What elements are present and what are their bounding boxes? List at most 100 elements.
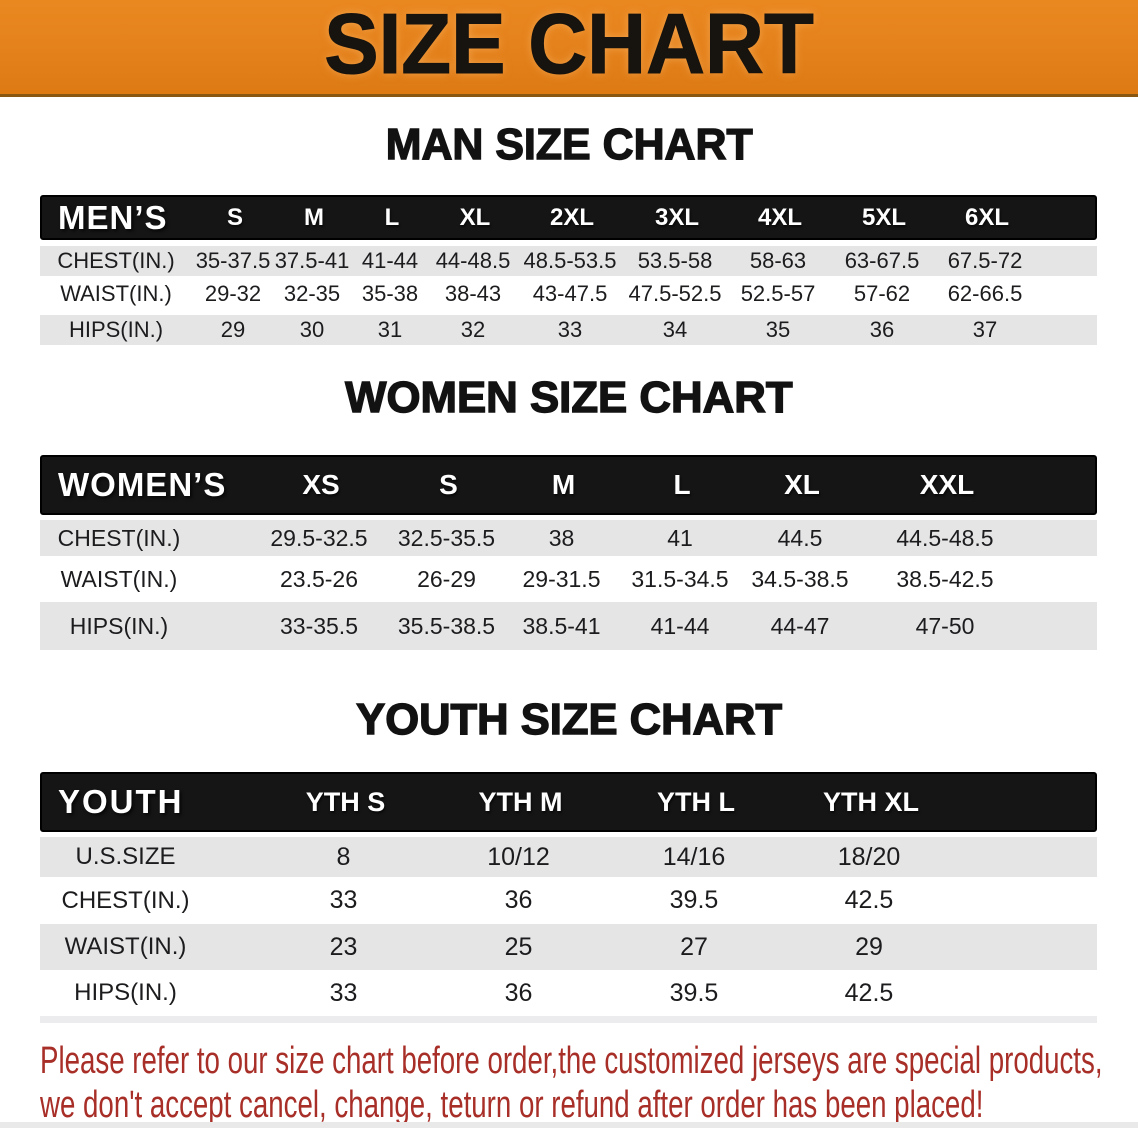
- women-column-header: S: [439, 469, 458, 500]
- women-table-cell: 38: [548, 524, 575, 551]
- women-table-cell: 44.5-48.5: [896, 524, 994, 551]
- men-table-row: CHEST(IN.) 35-37.5 37.5-41 41-44 44-48.5…: [40, 240, 1097, 276]
- women-table-cell: 47-50: [915, 612, 975, 639]
- men-table-cell: 33: [557, 317, 583, 342]
- women-table-row: CHEST(IN.) 29.5-32.5 32.5-35.5 38 41 44.…: [40, 515, 1097, 556]
- women-column-header: XL: [784, 469, 820, 500]
- youth-table-cell: 33: [329, 886, 358, 914]
- youth-table-cell: 25: [504, 932, 533, 961]
- women-section-heading: WOMEN SIZE CHART: [0, 373, 1138, 422]
- women-table-cell: 44.5: [777, 524, 823, 551]
- women-table-cell: 41: [667, 524, 693, 551]
- men-table-cell: 36: [869, 317, 895, 342]
- youth-table-cell: 36: [504, 978, 533, 1007]
- men-table-cell: 29-32: [204, 280, 262, 306]
- youth-column-header: YTH XL: [822, 786, 919, 817]
- women-table-cell: 41-44: [650, 612, 710, 639]
- men-column-header: 5XL: [861, 203, 906, 231]
- men-column-header: 2XL: [549, 203, 594, 231]
- women-table-cell: 38.5-42.5: [896, 565, 994, 592]
- youth-row-label: HIPS(IN.): [74, 979, 177, 1006]
- footnote: Please refer to our size chart before or…: [40, 1039, 1103, 1127]
- youth-table-cell: 42.5: [844, 886, 894, 914]
- youth-table-corner-label: YOUTH: [58, 783, 184, 820]
- men-column-header: XL: [459, 203, 491, 231]
- men-column-header: M: [304, 203, 324, 231]
- women-column-header: XS: [302, 469, 340, 500]
- youth-table-cell: 8: [336, 842, 351, 871]
- women-table-cell: 35.5-38.5: [397, 612, 496, 639]
- youth-column-header: YTH L: [657, 786, 735, 817]
- youth-table-cell: 42.5: [844, 978, 894, 1007]
- youth-table-cell: 27: [680, 932, 708, 961]
- women-table-cell: 38.5-41: [522, 612, 601, 639]
- men-table-row: WAIST(IN.) 29-32 32-35 35-38 38-43 43-47…: [40, 276, 1097, 311]
- youth-size-table: YOUTH YTH S YTH M YTH L YTH XL U.S.SIZE …: [40, 772, 1097, 1016]
- women-table-cell: 31.5-34.5: [631, 565, 729, 592]
- men-table-cell: 35-38: [361, 280, 419, 306]
- youth-table-cell: 10/12: [487, 842, 550, 871]
- youth-row-label: CHEST(IN.): [61, 886, 190, 914]
- men-table-cell: 43-47.5: [532, 280, 608, 306]
- women-table-cell: 23.5-26: [279, 565, 358, 592]
- youth-table-cell: 23: [329, 932, 358, 961]
- bottom-edge-strip: [0, 1122, 1138, 1128]
- youth-table-cell: 39.5: [669, 886, 719, 914]
- women-column-header: XXL: [919, 469, 975, 500]
- women-table-corner-label: WOMEN’S: [58, 466, 227, 503]
- women-section-heading-text: WOMEN SIZE CHART: [345, 373, 794, 422]
- women-table-cell: 32.5-35.5: [397, 524, 496, 551]
- men-table-cell: 30: [299, 317, 325, 342]
- men-table-cell: 47.5-52.5: [628, 280, 722, 306]
- men-column-header: 6XL: [964, 203, 1009, 231]
- men-column-header: L: [384, 203, 400, 231]
- youth-row-label: U.S.SIZE: [75, 843, 176, 870]
- youth-table-header-row: YOUTH YTH S YTH M YTH L YTH XL: [40, 772, 1097, 832]
- men-table-cell: 35: [765, 317, 791, 342]
- youth-column-header: YTH M: [478, 786, 563, 817]
- youth-table-cell: 18/20: [837, 842, 901, 871]
- men-row-label: HIPS(IN.): [68, 317, 164, 342]
- men-table-cell: 41-44: [361, 248, 419, 273]
- men-table-cell: 44-48.5: [435, 248, 511, 273]
- women-table-cell: 44-47: [770, 612, 830, 639]
- men-table-cell: 35-37.5: [195, 248, 271, 273]
- youth-table-row: U.S.SIZE 8 10/12 14/16 18/20: [40, 832, 1097, 877]
- men-table-cell: 48.5-53.5: [523, 248, 617, 273]
- men-table-cell: 62-66.5: [947, 280, 1023, 306]
- men-row-label: WAIST(IN.): [60, 280, 172, 306]
- men-table-header-row: MEN’S S M L XL 2XL 3XL 4XL 5XL 6XL: [40, 195, 1097, 240]
- men-table-cell: 57-62: [853, 280, 911, 306]
- men-column-header: S: [226, 203, 243, 231]
- women-table-cell: 26-29: [417, 565, 476, 592]
- men-table-cell: 37.5-41: [274, 248, 350, 273]
- youth-table-cell: 14/16: [662, 842, 726, 871]
- men-table-cell: 32: [460, 317, 486, 342]
- men-column-header: 4XL: [757, 203, 802, 231]
- men-table-row: HIPS(IN.) 29 30 31 32 33 34 35 36 37: [40, 311, 1097, 345]
- youth-table-cell: 33: [329, 978, 358, 1007]
- men-table-cell: 32-35: [283, 280, 341, 306]
- men-table-cell: 58-63: [749, 248, 807, 273]
- youth-table-row: HIPS(IN.) 33 36 39.5 42.5: [40, 970, 1097, 1016]
- women-column-header: M: [551, 469, 576, 500]
- men-table-cell: 53.5-58: [637, 248, 713, 273]
- men-section-heading: MAN SIZE CHART: [0, 121, 1138, 168]
- men-table-cell: 34: [662, 317, 688, 342]
- youth-section-heading: YOUTH SIZE CHART: [0, 696, 1138, 743]
- women-table-header-row: WOMEN’S XS S M L XL XXL: [40, 455, 1097, 515]
- men-size-table: MEN’S S M L XL 2XL 3XL 4XL 5XL 6XL CHEST…: [40, 195, 1097, 345]
- men-table-cell: 31: [377, 317, 403, 342]
- men-table-cell: 29: [220, 317, 246, 342]
- size-chart-banner: SIZE CHART: [0, 0, 1138, 97]
- women-table-cell: 34.5-38.5: [751, 565, 849, 592]
- women-table-row: WAIST(IN.) 23.5-26 26-29 29-31.5 31.5-34…: [40, 556, 1097, 602]
- youth-column-header: YTH S: [305, 786, 386, 817]
- women-size-table: WOMEN’S XS S M L XL XXL CHEST(IN.) 29.5-…: [40, 455, 1097, 650]
- women-row-label: CHEST(IN.): [57, 524, 181, 551]
- youth-table-bottom-strip: [40, 1016, 1097, 1023]
- youth-table-row: CHEST(IN.) 33 36 39.5 42.5: [40, 877, 1097, 924]
- women-table-cell: 29-31.5: [522, 565, 601, 592]
- footnote-line1: Please refer to our size chart before or…: [40, 1040, 1103, 1082]
- women-row-label: HIPS(IN.): [69, 612, 169, 639]
